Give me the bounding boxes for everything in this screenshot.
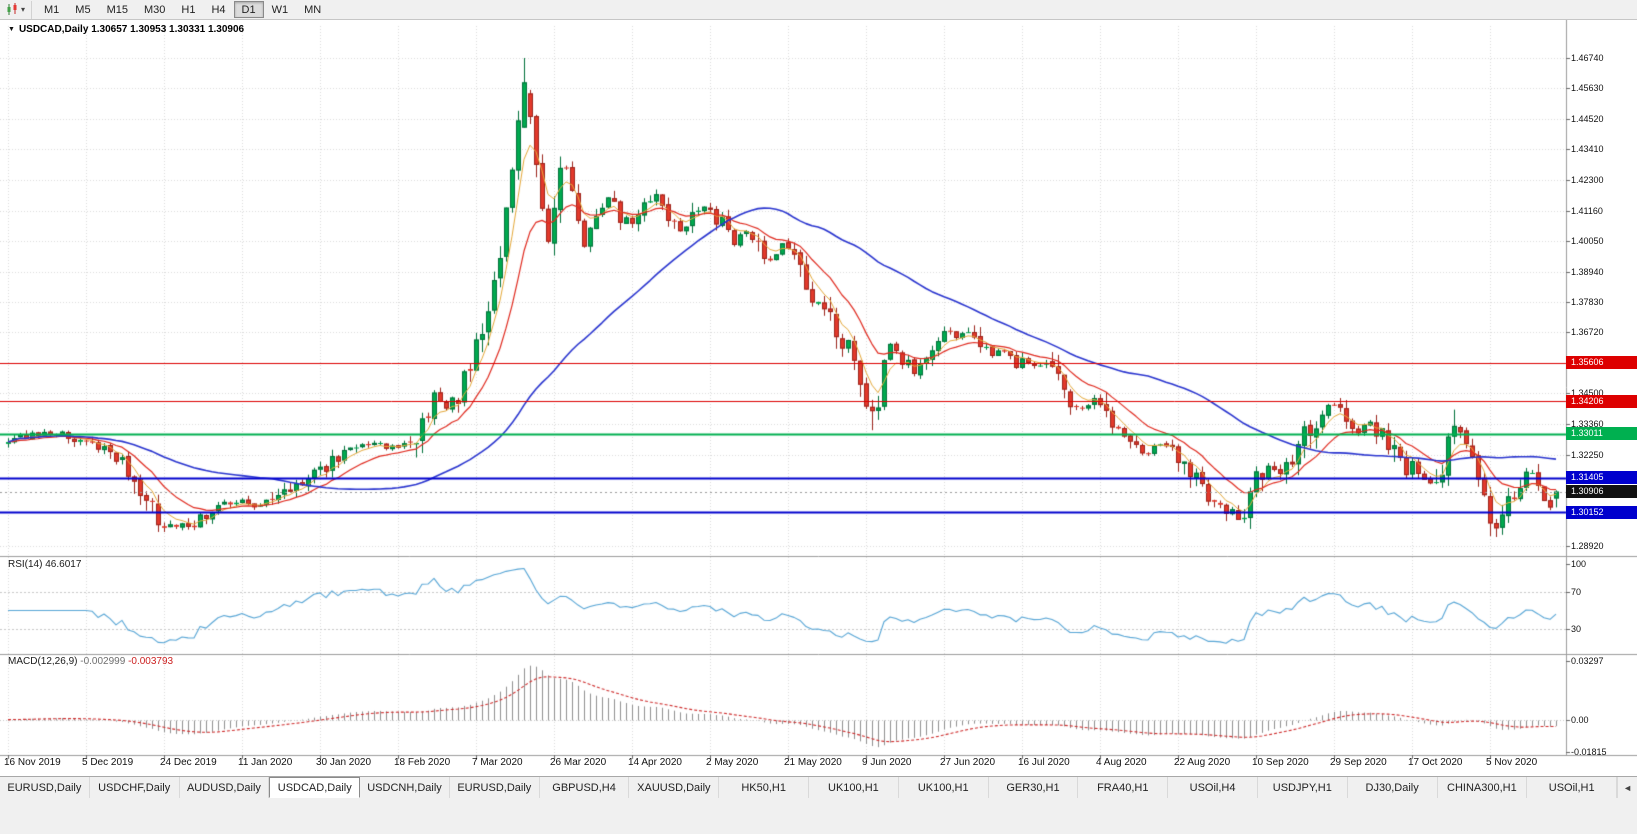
timeframe-button-d1[interactable]: D1 [233, 1, 264, 18]
macd-name: MACD(12,26,9) [8, 656, 78, 667]
symbol-tab[interactable]: AUDUSD,Daily [179, 777, 270, 798]
timeframe-buttons-group: M1 M5 M15 M30 H1 H4 D1 W1 MN [36, 1, 329, 18]
symbol-tab[interactable]: GER30,H1 [988, 777, 1079, 798]
timeframe-button-m1[interactable]: M1 [44, 4, 60, 16]
timeframe-button-m5[interactable]: M5 [75, 4, 91, 16]
symbol-tab[interactable]: HK50,H1 [719, 777, 810, 798]
timeframes-toolbar: ▾ M1 M5 M15 M30 H1 H4 D1 W1 MN [0, 0, 1637, 20]
symbol-tab[interactable]: USOil,H4 [1168, 777, 1258, 798]
symbol-tab[interactable]: EURUSD,Daily [0, 777, 90, 798]
symbol-tab[interactable]: UK100,H1 [809, 777, 899, 798]
price-chart-canvas[interactable] [0, 20, 1637, 776]
chevron-down-icon: ▾ [21, 4, 26, 14]
rsi-name: RSI(14) [8, 559, 43, 570]
symbol-tab[interactable]: USDCHF,Daily [89, 777, 180, 798]
candlestick-chart-icon [7, 3, 17, 15]
symbol-tab[interactable]: UK100,H1 [898, 777, 989, 798]
symbol-tab[interactable]: GBPUSD,H4 [539, 777, 630, 798]
timeframe-button-h4[interactable]: H4 [211, 4, 226, 16]
chart-title: ▼ USDCAD,Daily 1.30657 1.30953 1.30331 1.… [8, 24, 244, 35]
symbol-tab[interactable]: CHINA300,H1 [1437, 777, 1528, 798]
symbol-tab[interactable]: USOil,H1 [1527, 777, 1618, 798]
symbol-tab[interactable]: XAUUSD,Daily [629, 777, 720, 798]
symbol-tab[interactable]: USDJPY,H1 [1257, 777, 1348, 798]
symbol-tab[interactable]: FRA40,H1 [1078, 777, 1169, 798]
macd-signal-value: -0.003793 [128, 656, 174, 667]
symbol-tab-bar: EURUSD,Daily USDCHF,Daily AUDUSD,Daily USDC… [0, 776, 1637, 798]
macd-indicator-label: MACD(12,26,9) -0.002999 -0.003793 [8, 656, 173, 667]
macd-main-value: -0.002999 [80, 656, 126, 667]
timeframe-button-w1[interactable]: W1 [271, 4, 289, 16]
rsi-indicator-label: RSI(14) 46.6017 [8, 559, 81, 570]
ohlc-values: 1.30657 1.30953 1.30331 1.30906 [91, 24, 245, 35]
symbol-tab[interactable]: USDCAD,Daily [269, 777, 361, 798]
date-axis[interactable] [0, 755, 1566, 775]
timeframe-button-h1[interactable]: H1 [181, 4, 196, 16]
symbol-period-label: USDCAD,Daily [18, 24, 89, 35]
pane-divider[interactable] [0, 651, 1637, 655]
pane-divider[interactable] [0, 554, 1637, 558]
timeframe-button-m15[interactable]: M15 [106, 4, 128, 16]
timeframe-button-m30[interactable]: M30 [143, 4, 166, 16]
chart-type-button[interactable]: ▾ [4, 0, 33, 19]
symbol-tab[interactable]: USDCNH,Daily [360, 777, 450, 798]
rsi-current-value: 46.6017 [45, 559, 82, 570]
symbol-tab[interactable]: DJ30,Daily [1347, 777, 1438, 798]
collapse-triangle-icon[interactable]: ▼ [8, 26, 15, 33]
tab-scroll-left-icon[interactable]: ◄ [1617, 777, 1637, 798]
timeframe-button-mn[interactable]: MN [304, 4, 322, 16]
price-axis[interactable] [1566, 20, 1637, 755]
symbol-tab[interactable]: EURUSD,Daily [449, 777, 540, 798]
status-bar-area [0, 798, 1637, 834]
